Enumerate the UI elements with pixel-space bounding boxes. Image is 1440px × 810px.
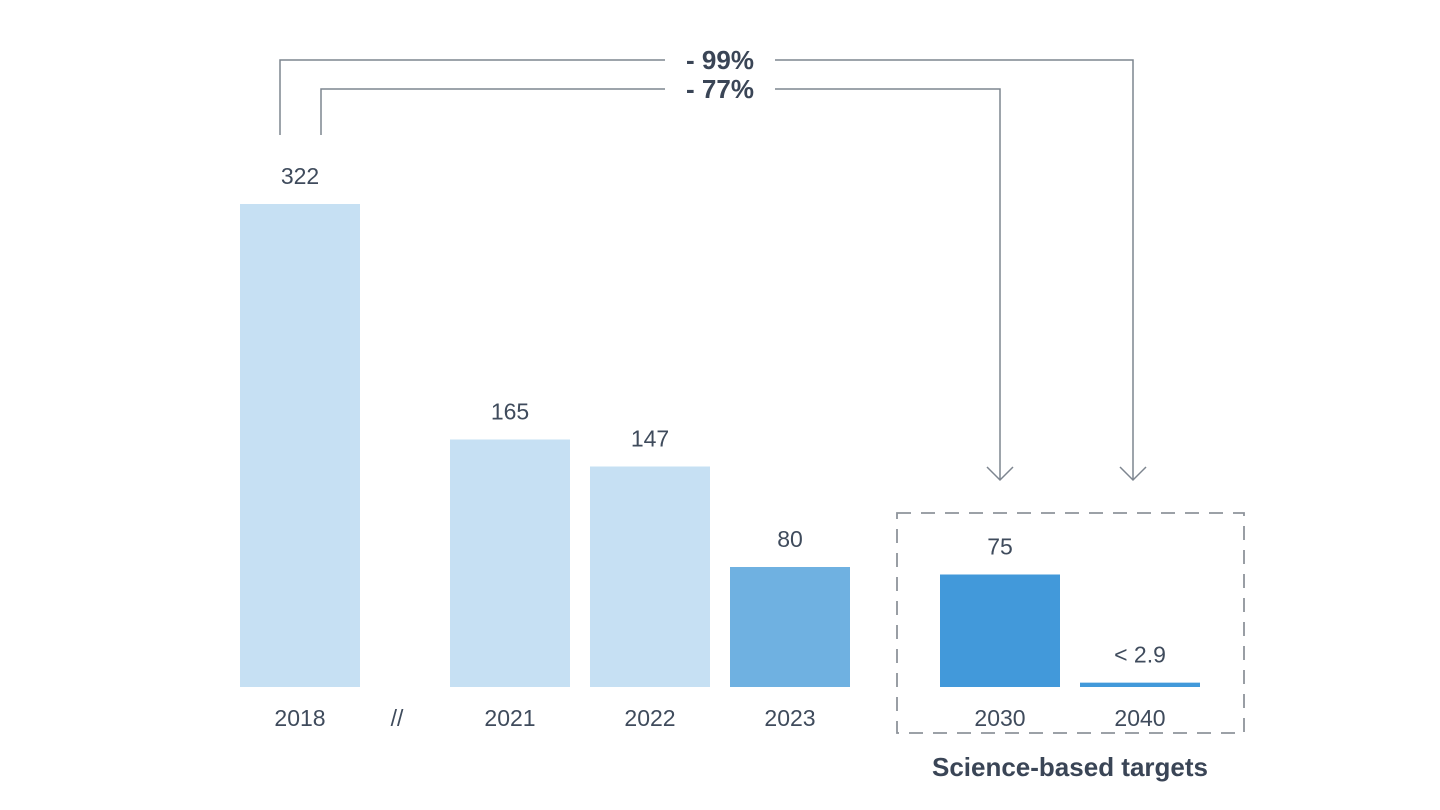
axis-break-marker: // [391, 705, 404, 731]
tick-label-2022: 2022 [624, 705, 675, 731]
annotation-bracket-right-2040 [775, 59, 1134, 480]
science-based-targets-box [896, 512, 1245, 734]
value-label-2021: 165 [491, 399, 529, 425]
reduction-label-2030: - 77% [686, 74, 754, 104]
tick-labels-group: 2018 2021 2022 2023 2030 2040 [274, 705, 1165, 731]
bar-2021 [450, 439, 570, 687]
value-label-2040: < 2.9 [1114, 642, 1166, 668]
bar-2018 [240, 204, 360, 687]
value-labels-group: 322 165 147 80 75 < 2.9 [281, 163, 1166, 668]
annotation-bracket-right-2030 [775, 88, 1001, 480]
tick-label-2023: 2023 [764, 705, 815, 731]
tick-label-2018: 2018 [274, 705, 325, 731]
value-label-2022: 147 [631, 426, 669, 452]
value-label-2018: 322 [281, 163, 319, 189]
value-label-2030: 75 [987, 534, 1013, 560]
reduction-label-2040: - 99% [686, 45, 754, 75]
bar-2030 [940, 574, 1060, 687]
arrow-head-2030 [986, 466, 1014, 482]
arrow-head-2040 [1119, 466, 1147, 482]
science-based-targets-label: Science-based targets [932, 752, 1208, 782]
tick-label-2021: 2021 [484, 705, 535, 731]
bars-group [240, 204, 1200, 687]
tick-label-2030: 2030 [974, 705, 1025, 731]
tick-label-2040: 2040 [1114, 705, 1165, 731]
annotation-bracket-left-2040 [279, 59, 665, 135]
bar-2040 [1080, 682, 1200, 687]
reduction-annotations: - 99%- 77% [279, 45, 1147, 482]
value-label-2023: 80 [777, 526, 803, 552]
annotation-bracket-left-2030 [320, 88, 665, 135]
bar-2022 [590, 466, 710, 687]
bar-2023 [730, 567, 850, 687]
